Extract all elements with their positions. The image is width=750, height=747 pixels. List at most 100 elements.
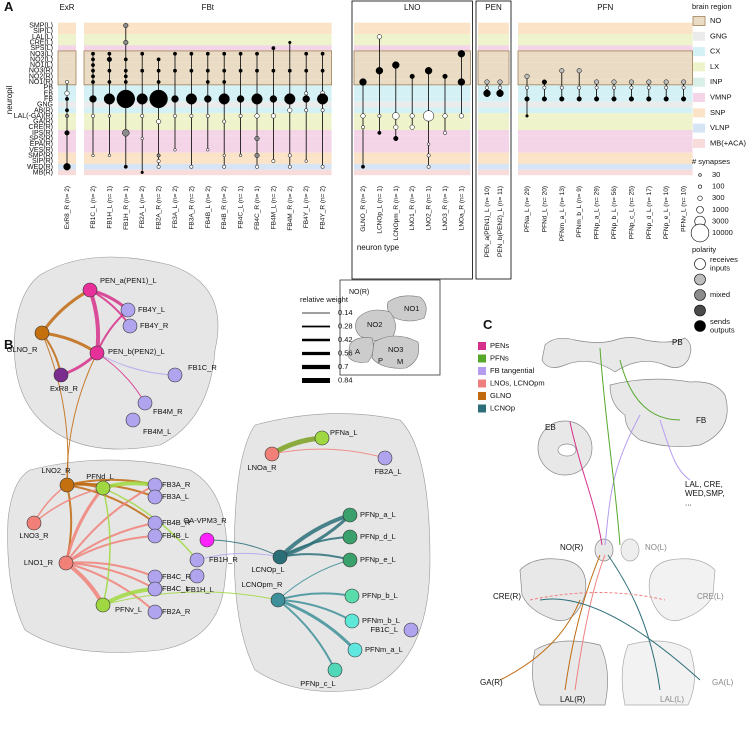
synapse-dot — [646, 96, 652, 102]
node — [347, 642, 363, 658]
panel-c: C PB FB EB NO(R) NO(L) CRE(R) CRE(L) GA(… — [478, 317, 734, 706]
inset-label: A — [355, 347, 360, 356]
lal-l-shape — [621, 640, 695, 706]
row-band — [84, 152, 332, 159]
region-label: FB — [696, 416, 706, 425]
neuron-type-label: FB2A_L (n= 2) — [139, 186, 146, 228]
synapse-dot — [206, 148, 210, 152]
neuron-type-label: PFNp_b_L (n= 56) — [611, 186, 618, 239]
legend-label: sends outputs — [710, 317, 735, 335]
synapse-dot — [123, 74, 128, 79]
row-band — [478, 169, 509, 176]
projection — [564, 554, 601, 691]
synapse-dot — [361, 164, 365, 169]
legend-label: NO — [710, 16, 721, 25]
legend-polarity — [694, 258, 706, 270]
row-band — [518, 50, 693, 57]
synapse-dot — [663, 79, 669, 85]
neuropil-label: EPA(R) — [30, 141, 53, 148]
node-label: FB2A_R — [162, 607, 191, 616]
node — [344, 613, 360, 629]
row-band — [518, 90, 693, 97]
node-label: LNO1_R — [24, 558, 54, 567]
synapse-dot — [89, 95, 97, 103]
neuron-type-label: LNO3_R (n= 1) — [442, 186, 449, 230]
node-label: PFNp_c_L — [300, 679, 335, 688]
synapse-dot — [576, 68, 582, 74]
synapse-dot — [122, 129, 130, 137]
synapse-dot — [393, 135, 399, 142]
neuron-type-label: FB1H_L (n= 1) — [106, 186, 113, 229]
node — [270, 592, 286, 608]
legend-label: 100 — [712, 182, 725, 191]
legend-swatch — [693, 123, 705, 133]
legend-label: LCNOp — [490, 403, 515, 412]
legend-swatch — [478, 392, 486, 400]
region-label: GA(L) — [712, 678, 734, 687]
row-band — [478, 22, 509, 29]
synapse-dot — [525, 85, 529, 90]
weight-label: 0.28 — [338, 321, 353, 330]
cluster-hull — [7, 459, 228, 653]
synapse-dot — [173, 148, 177, 152]
row-band — [478, 107, 509, 114]
edge — [277, 598, 357, 652]
neuropil-label: MB(R) — [33, 169, 53, 176]
legend-label: 3000 — [712, 216, 729, 225]
synapse-dot — [91, 57, 95, 62]
node — [344, 588, 360, 604]
node-label: LNOa_R — [247, 463, 277, 472]
synapse-dot — [541, 96, 547, 102]
synapse-dot — [140, 170, 144, 174]
neuropil-label: NO1(R) — [29, 79, 53, 86]
row-band — [478, 101, 509, 108]
synapse-dot — [375, 67, 384, 75]
node — [147, 604, 163, 620]
synapse-dot — [360, 113, 366, 119]
synapse-dot — [106, 56, 112, 62]
synapse-dot — [91, 68, 95, 73]
edge — [65, 561, 156, 578]
node-label: LNO3_R — [19, 531, 49, 540]
neuropil-label: SIP(L) — [33, 28, 53, 35]
row-band — [58, 28, 76, 34]
pb-shape — [541, 337, 692, 373]
node-label: OA-VPM3_R — [183, 516, 227, 525]
legend-label: GNG — [710, 31, 727, 40]
synapse-dot — [392, 112, 400, 120]
synapse-dot — [123, 39, 129, 45]
legend-label: MB(+ACA) — [710, 138, 747, 147]
row-band — [478, 90, 509, 97]
node — [59, 477, 75, 493]
synapse-dot — [359, 78, 367, 86]
region-label: NO(L) — [645, 543, 667, 552]
legend-title: # synapses — [692, 157, 730, 166]
row-band — [84, 33, 332, 40]
row-band — [478, 56, 509, 63]
row-band — [354, 45, 471, 51]
edge — [102, 591, 279, 606]
neuron-type-label: FB4M_R (n= 2) — [287, 186, 294, 231]
neuron-type-label: FB4C_R (n= 1) — [254, 186, 261, 230]
synapse-dot — [189, 51, 194, 56]
legend-label: VMNP — [710, 92, 732, 101]
synapse-dot — [189, 68, 194, 73]
projection — [574, 554, 606, 691]
node-label: PEN_a(PEN1)_L — [100, 276, 157, 285]
row-band — [478, 96, 509, 102]
node — [199, 532, 215, 548]
synapse-dot — [107, 68, 112, 73]
neuropil-label: FB — [44, 96, 53, 103]
row-band — [478, 124, 509, 131]
region-label: NO(R) — [560, 543, 583, 552]
legend-label: CX — [710, 47, 720, 56]
row-band — [518, 163, 693, 170]
legend-title: polarity — [692, 245, 716, 254]
synapse-dot — [594, 96, 600, 102]
projection — [599, 347, 621, 546]
weight-label: 0.56 — [338, 348, 353, 357]
synapse-dot — [287, 68, 292, 73]
node-label: GLNO_R — [7, 345, 38, 354]
node — [147, 528, 163, 544]
synapse-dot — [484, 79, 490, 85]
